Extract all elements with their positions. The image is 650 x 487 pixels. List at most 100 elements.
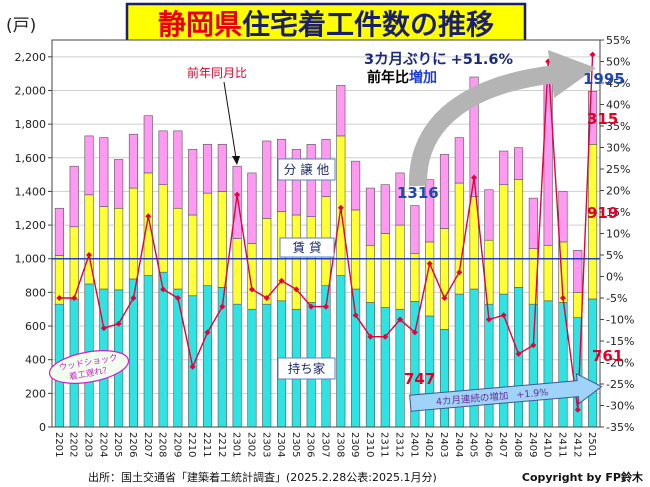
y-tick-label: 800 bbox=[25, 286, 46, 299]
y-tick-label: 1,600 bbox=[15, 152, 47, 165]
bar-other bbox=[217, 144, 227, 192]
bar-owner bbox=[439, 329, 450, 428]
bar-rental bbox=[217, 191, 227, 288]
y-tick-label: 2,000 bbox=[15, 84, 47, 97]
bar-stack bbox=[380, 184, 390, 428]
yoy-point bbox=[337, 204, 344, 211]
yoy-point bbox=[100, 325, 107, 332]
bar-rental bbox=[202, 192, 213, 286]
yoy-point bbox=[574, 406, 581, 413]
x-tick-label: 2501 bbox=[586, 432, 597, 457]
yoy-point bbox=[441, 295, 448, 301]
left-axis-ticks: 0 200 400 600 800 1,000 1,200 1,400 1,600 1,800 2,… bbox=[15, 51, 52, 434]
bar-rental bbox=[262, 218, 272, 305]
bar-rental bbox=[380, 233, 390, 308]
y-tick-label: 1,000 bbox=[15, 253, 47, 266]
source-note: 出所：国土交通省「建築着工統計調査」(2025.2.28公表:2025.1月分) bbox=[88, 470, 437, 484]
bar-owner bbox=[143, 275, 153, 428]
bar-stack bbox=[247, 172, 257, 428]
bar-owner bbox=[395, 308, 405, 428]
yoy-point bbox=[56, 295, 63, 301]
x-tick-label: 2306 bbox=[305, 432, 316, 457]
x-tick-label: 2307 bbox=[320, 432, 331, 457]
bar-other bbox=[158, 130, 168, 186]
bar-stack bbox=[114, 159, 124, 428]
bar-other bbox=[365, 187, 375, 246]
bar-stack bbox=[425, 179, 435, 428]
title-box bbox=[125, 2, 527, 46]
bar-other bbox=[454, 137, 464, 184]
yoy-point bbox=[308, 303, 315, 310]
bar-other bbox=[54, 207, 64, 256]
bar-other bbox=[351, 160, 361, 211]
yoy-point bbox=[278, 277, 285, 284]
label-other: 分 譲 他 bbox=[277, 158, 336, 181]
label-rental: 賃 貸 bbox=[279, 237, 335, 258]
latest-owner-label: 761 bbox=[592, 347, 623, 365]
x-tick-label: 2211 bbox=[201, 432, 212, 457]
x-tick-label: 2401 bbox=[408, 432, 419, 457]
bar-rental bbox=[365, 244, 375, 303]
bar-other bbox=[84, 135, 94, 196]
label-owner-text: 持ち家 bbox=[288, 361, 326, 376]
y-tick-label: 1,400 bbox=[15, 185, 47, 198]
streak-value: +1.9% bbox=[516, 387, 549, 401]
yoy-point bbox=[263, 295, 270, 301]
label-owner-box bbox=[277, 357, 336, 380]
headline-yoy: 前年比 bbox=[367, 69, 409, 86]
y-tick-label: 0 bbox=[39, 421, 46, 434]
bar-rental bbox=[573, 292, 583, 318]
bar-other bbox=[573, 250, 583, 293]
bar-owner bbox=[158, 271, 168, 428]
bar-rental bbox=[143, 172, 153, 276]
yoy-point bbox=[145, 213, 152, 220]
bar-owner bbox=[543, 300, 553, 428]
curved-arrow-shaft bbox=[408, 65, 558, 187]
y2-tick-label: -10% bbox=[606, 314, 634, 327]
yoy-point bbox=[500, 312, 507, 319]
yoy-callout-arrow bbox=[223, 81, 237, 159]
bar-other bbox=[395, 172, 405, 226]
bar-stack bbox=[395, 172, 405, 428]
bar-other bbox=[439, 154, 450, 229]
x-tick-label: 2206 bbox=[127, 432, 138, 457]
label-other-text: 分 譲 他 bbox=[284, 162, 330, 177]
yoy-point bbox=[397, 316, 404, 323]
bar-other bbox=[291, 149, 301, 216]
x-tick-label: 2209 bbox=[171, 432, 182, 457]
prev-total-label: 1316 bbox=[397, 184, 439, 202]
x-tick-label: 2406 bbox=[482, 432, 493, 457]
label-rental-text: 賃 貸 bbox=[293, 240, 322, 255]
bar-other bbox=[588, 91, 598, 145]
bar-other bbox=[513, 147, 524, 180]
bar-rental bbox=[513, 179, 524, 288]
x-tick-label: 2210 bbox=[186, 432, 197, 457]
bar-rental bbox=[410, 253, 420, 302]
bar-stack bbox=[173, 130, 183, 428]
chart-title: 静岡県住宅着工件数の推移 bbox=[125, 2, 527, 46]
x-tick-label: 2403 bbox=[438, 432, 449, 457]
x-tick-label: 2402 bbox=[423, 432, 434, 457]
right-axis-ticks: 55% 50% 45% 40% 35% 30% 25% 20% 15% 10% 5% 0% -5% -10… bbox=[600, 34, 634, 434]
bar-owner bbox=[247, 308, 257, 428]
yoy-point bbox=[367, 333, 374, 340]
streak-arrow: 4カ月連続の増加 +1.9% bbox=[409, 372, 603, 412]
bar-other bbox=[499, 150, 509, 186]
bar-other bbox=[143, 115, 153, 174]
y2-tick-label: -15% bbox=[606, 335, 634, 348]
y2-tick-label: -30% bbox=[606, 400, 634, 413]
yoy-point bbox=[293, 286, 300, 293]
bar-rental bbox=[395, 224, 405, 310]
bar-other bbox=[69, 165, 79, 228]
label-owner: 持ち家 bbox=[277, 357, 336, 380]
bar-rental bbox=[439, 228, 450, 330]
y2-tick-label: 45% bbox=[606, 77, 630, 90]
x-axis-ticks: 2201 2202 2203 2204 2205 2206 2207 2208 2209 2210… bbox=[53, 432, 597, 457]
bar-owner bbox=[202, 285, 213, 428]
yoy-point bbox=[559, 295, 566, 301]
y2-tick-label: -35% bbox=[606, 421, 634, 434]
bar-other bbox=[528, 197, 538, 249]
bar-rental bbox=[173, 207, 183, 290]
x-tick-label: 2305 bbox=[290, 432, 301, 457]
